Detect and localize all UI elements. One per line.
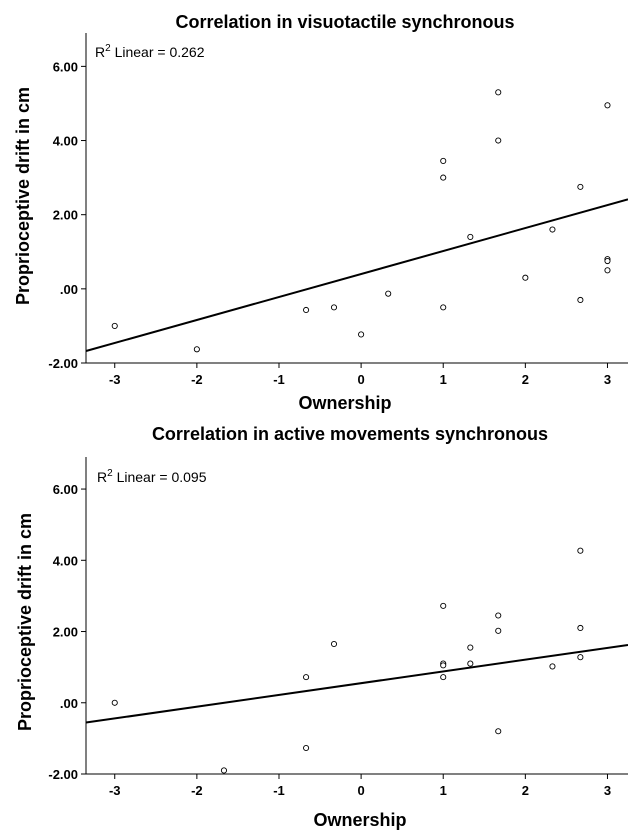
y-axis-label: Proprioceptive drift in cm bbox=[13, 87, 33, 305]
data-point bbox=[549, 226, 556, 233]
x-tick-label: -1 bbox=[273, 372, 285, 387]
x-tick-label: 0 bbox=[357, 372, 364, 387]
y-tick-label: 6.00 bbox=[53, 482, 78, 497]
fit-line bbox=[85, 198, 628, 352]
x-tick-label: 0 bbox=[357, 783, 364, 798]
data-point bbox=[604, 102, 611, 109]
data-point bbox=[440, 662, 447, 669]
data-point bbox=[440, 602, 447, 609]
y-tick-label: 4.00 bbox=[53, 553, 78, 568]
y-tick-label: .00 bbox=[60, 282, 78, 297]
y-tick-label: 2.00 bbox=[53, 208, 78, 223]
data-point bbox=[604, 257, 611, 265]
y-tick-label: 4.00 bbox=[53, 134, 78, 149]
x-tick-label: -2 bbox=[191, 372, 203, 387]
data-point bbox=[111, 699, 118, 706]
x-tick-label: 1 bbox=[440, 783, 447, 798]
data-point bbox=[303, 306, 310, 314]
x-axis-label: Ownership bbox=[298, 393, 391, 413]
data-point bbox=[440, 174, 447, 181]
x-tick-label: -3 bbox=[109, 372, 121, 387]
chart-active-movements-svg: Correlation in active movements synchron… bbox=[15, 424, 628, 830]
x-tick-label: 1 bbox=[440, 372, 447, 387]
data-point bbox=[303, 674, 310, 681]
y-tick-label: .00 bbox=[60, 696, 78, 711]
data-point bbox=[522, 274, 529, 281]
r2-annotation: R2 Linear = 0.095 bbox=[97, 468, 207, 485]
x-tick-label: -3 bbox=[109, 783, 121, 798]
chart-active-movements: Correlation in active movements synchron… bbox=[0, 416, 628, 831]
y-axis-label: Proprioceptive drift in cm bbox=[15, 513, 35, 731]
data-point bbox=[440, 157, 447, 164]
data-point bbox=[385, 290, 392, 297]
data-point bbox=[440, 304, 447, 311]
x-tick-label: -1 bbox=[273, 783, 285, 798]
data-point bbox=[604, 267, 611, 274]
data-point bbox=[193, 346, 200, 353]
x-tick-label: 3 bbox=[604, 372, 611, 387]
y-tick-label: -2.00 bbox=[48, 356, 78, 371]
chart-visuotactile-svg: Correlation in visuotactile synchronous … bbox=[13, 12, 628, 413]
y-tick-label: 6.00 bbox=[53, 59, 78, 74]
data-point bbox=[467, 644, 474, 651]
data-point bbox=[495, 137, 502, 144]
data-point bbox=[467, 660, 474, 667]
data-point bbox=[330, 640, 338, 648]
data-point bbox=[495, 612, 502, 619]
chart-visuotactile: Correlation in visuotactile synchronous … bbox=[0, 0, 628, 413]
data-point bbox=[577, 183, 584, 190]
data-point bbox=[303, 744, 310, 752]
data-point bbox=[549, 663, 556, 670]
data-point bbox=[467, 233, 474, 240]
y-tick-label: -2.00 bbox=[48, 767, 78, 782]
data-point bbox=[577, 547, 584, 554]
data-point bbox=[577, 624, 584, 632]
chart-title: Correlation in visuotactile synchronous bbox=[175, 12, 514, 32]
x-tick-label: 2 bbox=[522, 372, 529, 387]
r2-annotation: R2 Linear = 0.262 bbox=[95, 43, 205, 60]
x-tick-label: 3 bbox=[604, 783, 611, 798]
data-point bbox=[495, 627, 502, 634]
data-point bbox=[220, 767, 228, 774]
chart-title: Correlation in active movements synchron… bbox=[152, 424, 548, 444]
data-point bbox=[577, 654, 584, 661]
data-point bbox=[495, 728, 502, 735]
data-point bbox=[495, 89, 502, 96]
fit-line bbox=[85, 643, 628, 724]
data-point bbox=[577, 296, 584, 304]
data-point bbox=[330, 304, 338, 311]
x-axis-label: Ownership bbox=[313, 810, 406, 830]
data-point bbox=[440, 674, 447, 681]
data-point bbox=[358, 331, 365, 338]
x-tick-label: -2 bbox=[191, 783, 203, 798]
y-tick-label: 2.00 bbox=[53, 625, 78, 640]
data-point bbox=[111, 322, 118, 329]
x-tick-label: 2 bbox=[522, 783, 529, 798]
